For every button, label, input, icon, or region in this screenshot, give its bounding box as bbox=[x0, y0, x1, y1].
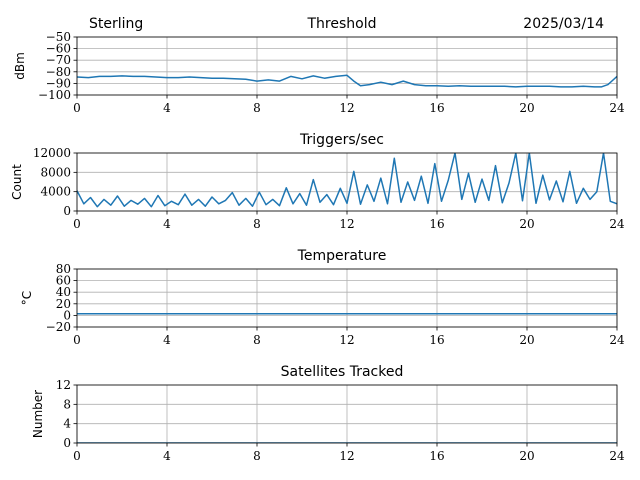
x-tick-label: 0 bbox=[73, 333, 81, 347]
y-tick-label: 12 bbox=[56, 378, 71, 392]
x-tick-label: 24 bbox=[609, 217, 625, 231]
series-line bbox=[77, 153, 617, 208]
x-tick-label: 12 bbox=[339, 449, 354, 463]
x-tick-label: 24 bbox=[609, 333, 625, 347]
station-label: Sterling bbox=[89, 16, 143, 32]
grid bbox=[76, 268, 618, 328]
x-tick-label: 16 bbox=[429, 217, 444, 231]
y-axis-label: °C bbox=[20, 291, 34, 305]
y-tick-label: 4000 bbox=[40, 185, 71, 199]
x-tick-label: 12 bbox=[339, 217, 354, 231]
y-tick-label: 40 bbox=[56, 285, 71, 299]
x-tick-label: 4 bbox=[163, 449, 171, 463]
y-tick-label: 20 bbox=[56, 297, 71, 311]
y-tick-label: −80 bbox=[46, 65, 71, 79]
x-tick-label: 20 bbox=[519, 217, 534, 231]
x-tick-label: 4 bbox=[163, 217, 171, 231]
x-tick-label: 4 bbox=[163, 333, 171, 347]
x-tick-label: 0 bbox=[73, 449, 81, 463]
x-tick-label: 24 bbox=[609, 449, 625, 463]
x-tick-label: 0 bbox=[73, 101, 81, 115]
x-tick-label: 16 bbox=[429, 101, 444, 115]
y-tick-label: −60 bbox=[46, 42, 71, 56]
chart-title: Temperature bbox=[297, 248, 387, 264]
y-tick-label: 4 bbox=[63, 417, 71, 431]
grid bbox=[76, 384, 618, 444]
y-tick-label: −20 bbox=[46, 320, 71, 334]
y-tick-label: −50 bbox=[46, 30, 71, 44]
x-tick-label: 4 bbox=[163, 101, 171, 115]
series-line bbox=[77, 74, 617, 88]
y-tick-label: 80 bbox=[56, 262, 71, 276]
y-tick-label: −90 bbox=[46, 76, 71, 90]
chart-satellites: 0 4 8 12 16 20 24 0 4 8 12 Satellites Tracked Number bbox=[31, 364, 625, 463]
chart-threshold: 0 4 8 12 16 20 24 −100−90−80−70−60−50 Threshold d… bbox=[13, 16, 625, 115]
x-tick-label: 8 bbox=[253, 217, 261, 231]
y-axis-label: dBm bbox=[13, 52, 27, 80]
y-tick-label: 8000 bbox=[40, 165, 71, 179]
chart-title: Threshold bbox=[307, 16, 377, 32]
x-tick-label: 20 bbox=[519, 333, 534, 347]
chart-triggers: 0 4 8 12 16 20 24 0 4000 8000 12000 Triggers/sec Cou… bbox=[10, 132, 625, 231]
x-tick-label: 8 bbox=[253, 449, 261, 463]
x-tick-label: 12 bbox=[339, 101, 354, 115]
y-tick-label: 12000 bbox=[33, 146, 71, 160]
chart-title: Satellites Tracked bbox=[281, 364, 404, 380]
y-tick-label: 0 bbox=[63, 204, 71, 218]
y-tick-label: 0 bbox=[63, 308, 71, 322]
x-tick-label: 20 bbox=[519, 101, 534, 115]
charts: 0 4 8 12 16 20 24 −100−90−80−70−60−50 Threshold d… bbox=[10, 16, 625, 463]
y-tick-label: −100 bbox=[38, 88, 71, 102]
y-axis-label: Count bbox=[10, 164, 24, 200]
date-label: 2025/03/14 bbox=[523, 16, 604, 32]
x-tick-label: 16 bbox=[429, 449, 444, 463]
y-tick-label: 0 bbox=[63, 436, 71, 450]
x-tick-label: 24 bbox=[609, 101, 625, 115]
x-tick-label: 16 bbox=[429, 333, 444, 347]
y-tick-label: 60 bbox=[56, 274, 71, 288]
y-axis-label: Number bbox=[31, 390, 45, 438]
x-tick-label: 8 bbox=[253, 101, 261, 115]
x-tick-label: 0 bbox=[73, 217, 81, 231]
x-tick-label: 20 bbox=[519, 449, 534, 463]
x-tick-label: 8 bbox=[253, 333, 261, 347]
x-tick-label: 12 bbox=[339, 333, 354, 347]
y-tick-label: 8 bbox=[63, 397, 71, 411]
y-tick-label: −70 bbox=[46, 53, 71, 67]
chart-title: Triggers/sec bbox=[299, 132, 384, 148]
